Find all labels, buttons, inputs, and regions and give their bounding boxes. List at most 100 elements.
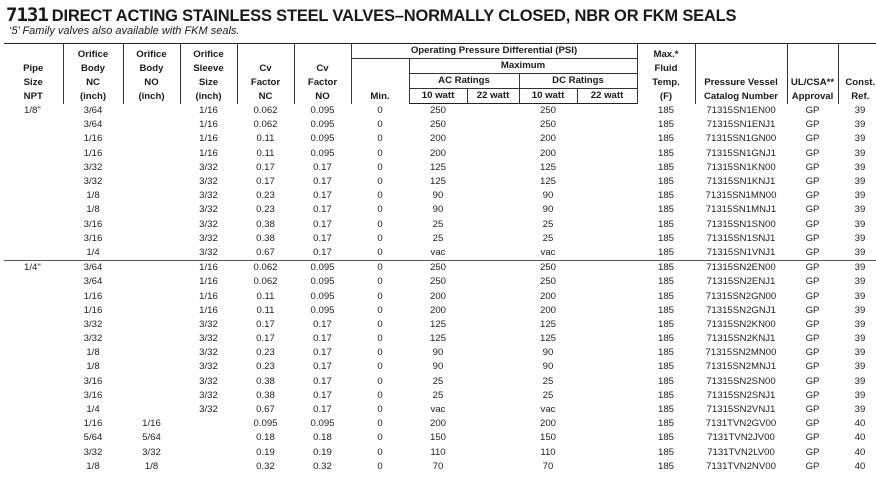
table-cell xyxy=(467,104,519,119)
table-cell: 71315SN2EN00 xyxy=(695,260,787,276)
pipe-size-cell xyxy=(4,289,63,303)
table-cell: 90 xyxy=(542,361,554,373)
table-cell: 71315SN2GNJ1 xyxy=(706,304,776,316)
table-cell xyxy=(123,147,180,161)
table-cell: 185 xyxy=(657,190,674,202)
table-cell: 39 xyxy=(854,119,866,131)
table-cell: 39 xyxy=(854,290,866,302)
table-cell: 0.095 xyxy=(294,260,351,276)
table-cell xyxy=(467,389,519,403)
table-cell: GP xyxy=(787,260,838,276)
table-cell: 0.062 xyxy=(253,276,278,288)
table-cell: 3/32 xyxy=(199,218,218,230)
table-cell xyxy=(467,260,519,276)
table-cell: 0.11 xyxy=(256,133,275,145)
table-cell: 3/64 xyxy=(63,260,123,276)
table-cell: 0.062 xyxy=(237,260,294,276)
table-cell: 90 xyxy=(542,204,554,216)
table-cell: 185 xyxy=(657,304,674,316)
table-cell: 3/32 xyxy=(199,375,218,387)
table-cell: 25 xyxy=(432,218,444,230)
table-cell: 125 xyxy=(429,161,446,173)
table-cell: 39 xyxy=(854,218,866,230)
table-cell: 0 xyxy=(351,260,409,276)
table-cell: 200 xyxy=(429,304,446,316)
table-cell: 1/8 xyxy=(86,204,100,216)
table-row: 3/16 3/32 0.38 0.17 0 25 25 185 71315SN2SNJ1 GP 39 xyxy=(4,389,876,403)
table-cell: 185 xyxy=(657,418,674,430)
table-cell xyxy=(123,346,180,360)
pipe-size-cell xyxy=(4,203,63,217)
table-cell: GP xyxy=(805,361,820,373)
pipe-size-cell xyxy=(4,189,63,203)
table-cell xyxy=(577,147,637,161)
table-cell: 185 xyxy=(657,389,674,401)
table-cell: 25 xyxy=(542,218,554,230)
table-cell: 1/16 xyxy=(199,119,218,131)
table-cell: 150 xyxy=(539,432,556,444)
table-cell xyxy=(577,232,637,246)
table-cell xyxy=(577,389,637,403)
table-cell: 1/16 xyxy=(180,260,237,276)
pipe-size-cell xyxy=(4,175,63,189)
table-cell: 0.11 xyxy=(256,290,275,302)
table-cell xyxy=(577,275,637,289)
table-cell: 1/16 xyxy=(199,104,218,116)
table-cell: 0.23 xyxy=(256,190,275,202)
table-cell: 0.095 xyxy=(310,147,335,159)
table-row: 3/64 1/16 0.062 0.095 0 250 250 185 71315SN2ENJ1… xyxy=(4,275,876,289)
table-cell xyxy=(180,417,237,431)
header-temp: Max.* Fluid Temp. (F) xyxy=(636,43,695,104)
table-cell: GP xyxy=(805,133,820,145)
table-cell: 3/32 xyxy=(199,204,218,216)
table-cell xyxy=(577,289,637,303)
table-cell: 39 xyxy=(854,404,866,416)
table-cell: 7131TVN2LV00 xyxy=(707,446,775,458)
table-cell: 0 xyxy=(377,361,383,373)
table-cell: 7131TVN2JV00 xyxy=(707,432,775,444)
table-cell: 0 xyxy=(377,318,383,330)
table-cell: 1/16 xyxy=(199,276,218,288)
table-cell: 250 xyxy=(429,276,446,288)
table-cell: 250 xyxy=(539,276,556,288)
table-cell: 90 xyxy=(432,347,444,359)
table-cell: 185 xyxy=(657,276,674,288)
table-cell: 5/64 xyxy=(142,432,161,444)
table-cell xyxy=(123,104,180,119)
table-cell: 0.17 xyxy=(313,246,332,258)
pipe-size-cell xyxy=(4,218,63,232)
table-row: 1/8 3/32 0.23 0.17 0 90 90 185 71315SN1MN00 GP 39 xyxy=(4,189,876,203)
table-cell: GP xyxy=(805,218,820,230)
title-number: 7131 xyxy=(6,4,49,26)
table-cell: 125 xyxy=(539,176,556,188)
table-cell: GP xyxy=(805,104,820,116)
table-cell: 0 xyxy=(377,246,383,258)
table-cell xyxy=(577,375,637,389)
table-cell xyxy=(123,175,180,189)
table-cell: 90 xyxy=(542,190,554,202)
header-dc-ratings: DC Ratings xyxy=(518,73,637,89)
table-cell: 0.17 xyxy=(313,204,332,216)
table-cell: 39 xyxy=(854,204,866,216)
table-cell: 200 xyxy=(429,133,446,145)
table-cell: 90 xyxy=(542,347,554,359)
table-cell: 200 xyxy=(539,147,556,159)
table-cell: GP xyxy=(805,318,820,330)
table-cell: 39 xyxy=(854,347,866,359)
table-cell: 70 xyxy=(432,460,444,472)
header-cv-no: Cv Factor NO xyxy=(293,43,351,104)
table-cell: 185 xyxy=(657,318,674,330)
table-cell: 0.095 xyxy=(310,304,335,316)
table-cell xyxy=(467,304,519,318)
header-approval: UL/CSA** Approval xyxy=(786,43,838,104)
pipe-size-cell xyxy=(4,346,63,360)
title-text: DIRECT ACTING STAINLESS STEEL VALVES–NOR… xyxy=(51,7,737,25)
table-cell: 39 xyxy=(854,304,866,316)
table-cell: 71315SN2VNJ1 xyxy=(706,404,776,416)
table-cell xyxy=(123,289,180,303)
table-cell: 110 xyxy=(430,446,446,458)
header-dc-10w: 10 watt xyxy=(518,88,577,104)
table-cell: 71315SN1MNJ1 xyxy=(705,204,777,216)
header-opd: Operating Pressure Differential (PSI) xyxy=(350,43,637,59)
table-cell: 39 xyxy=(854,361,866,373)
